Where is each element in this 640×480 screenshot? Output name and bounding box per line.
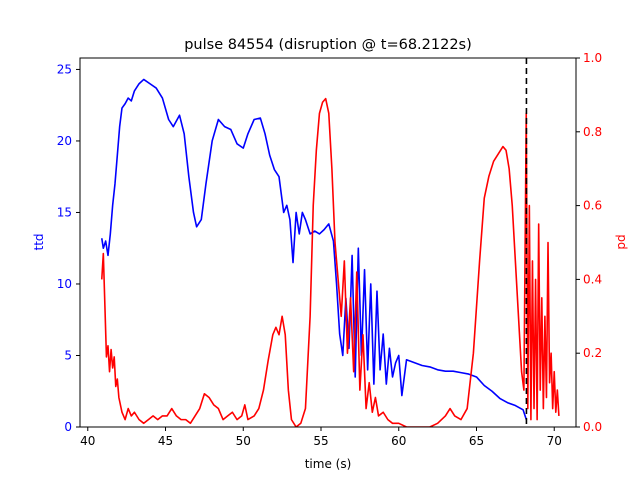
x-tick-label: 40 [80, 434, 95, 448]
right-y-tick-label: 0.0 [583, 420, 602, 434]
left-y-tick-label: 5 [64, 348, 72, 362]
right-y-tick-label: 1.0 [583, 51, 602, 65]
right-y-axis-title: pd [614, 234, 628, 249]
right-y-tick-label: 0.6 [583, 199, 602, 213]
left-y-axis-title: ttd [32, 233, 46, 250]
x-tick-label: 70 [547, 434, 562, 448]
x-tick-label: 50 [236, 434, 251, 448]
series-layer [100, 58, 560, 427]
plot-frame [79, 57, 577, 428]
left-y-tick-label: 25 [57, 62, 72, 76]
axes-layer: 40 45 50 55 60 65 70 0 5 10 15 20 25 0.0 0.2 0.4 0.6 0.8 1… [57, 51, 602, 448]
left-y-tick-label: 10 [57, 277, 72, 291]
left-y-tick-label: 15 [57, 205, 72, 219]
right-y-tick-label: 0.2 [583, 346, 602, 360]
pd-series-line [100, 97, 560, 427]
x-axis-title: time (s) [305, 457, 352, 471]
x-tick-label: 45 [158, 434, 173, 448]
x-tick-label: 55 [313, 434, 328, 448]
left-y-tick-label: 20 [57, 134, 72, 148]
left-y-tick-label: 0 [64, 420, 72, 434]
right-y-tick-label: 0.8 [583, 125, 602, 139]
right-y-tick-label: 0.4 [583, 272, 602, 286]
x-tick-label: 60 [391, 434, 406, 448]
chart-title: pulse 84554 (disruption @ t=68.2122s) [184, 37, 472, 53]
ttd-series-line [100, 78, 528, 421]
x-tick-label: 65 [469, 434, 484, 448]
